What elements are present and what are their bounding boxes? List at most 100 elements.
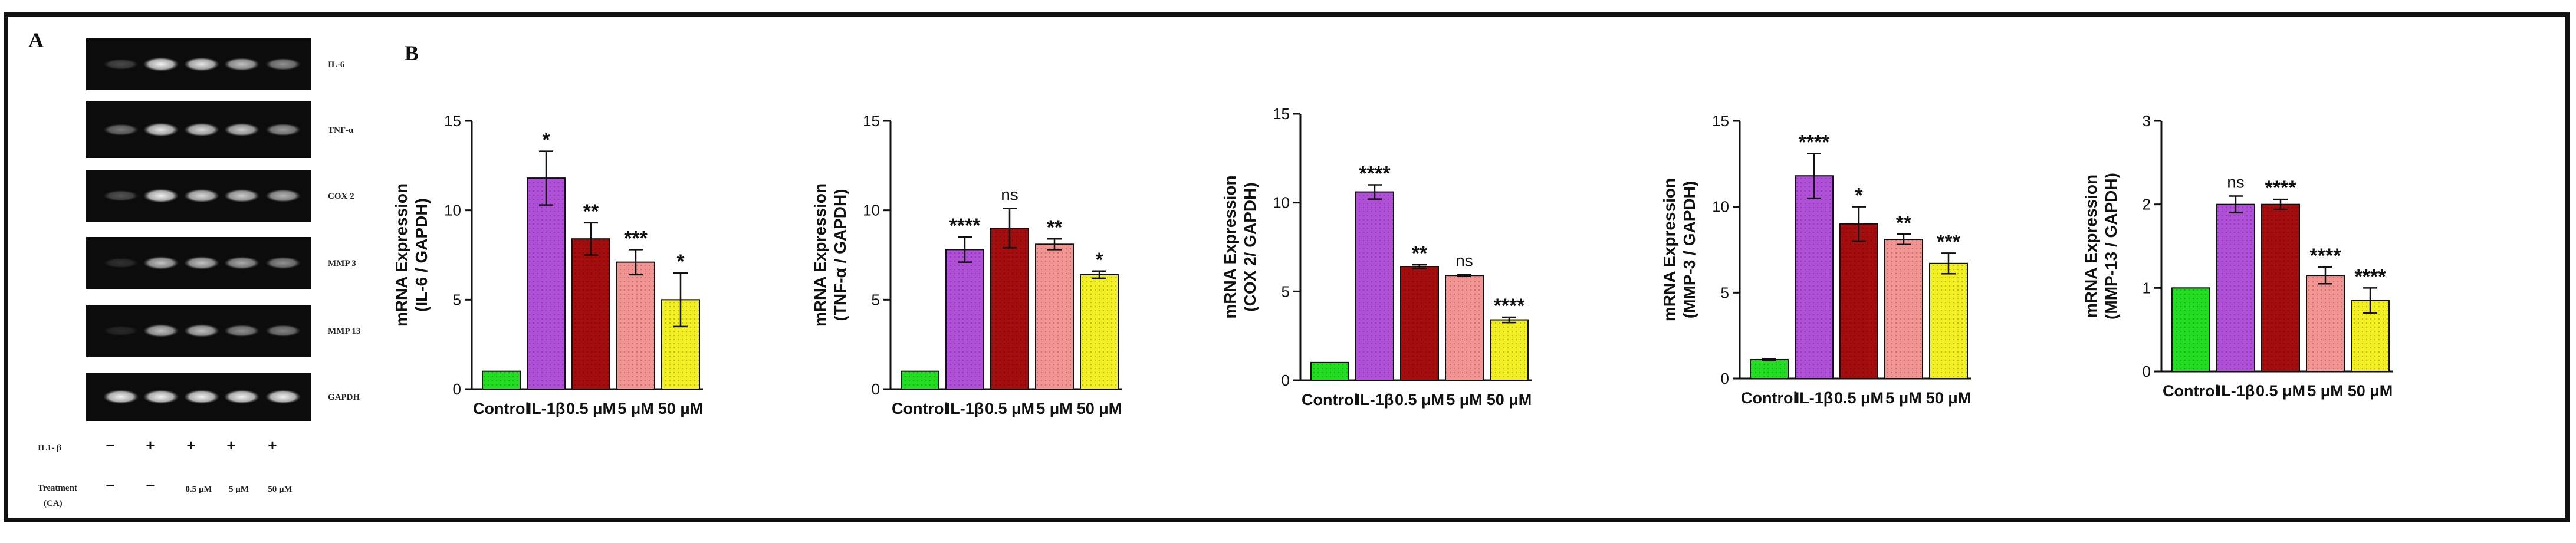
y-tick-label: 5 (872, 291, 880, 308)
category-label: Control (892, 400, 948, 417)
chart-2: 0 5 10 15 mRNA Expression (TNF-α / GAPDH) Cont… (811, 112, 1122, 417)
significance-label: ns (1455, 252, 1473, 270)
bar-texture (527, 178, 565, 389)
gel-band (143, 189, 179, 203)
chart-1: 0 5 10 15 mRNA Expression (IL-6 / GAPDH) Contr… (392, 112, 703, 417)
y-tick-label: 0 (1721, 370, 1729, 387)
bar-texture (572, 239, 610, 389)
gel-row-label: TNF-α (328, 126, 354, 135)
gel-band (143, 57, 179, 71)
y-tick-label: 0 (453, 380, 461, 398)
bar-texture (2217, 204, 2255, 371)
y-tick-label: 1 (2143, 279, 2151, 297)
bar-texture (1356, 192, 1394, 380)
y-axis-label: mRNA Expression (811, 183, 829, 327)
bar-texture (946, 249, 984, 389)
bar-texture (2306, 275, 2344, 371)
significance-label: * (542, 129, 550, 152)
treatment-cell: − (106, 436, 114, 454)
gel-band (143, 256, 179, 269)
category-label: IL-1β (527, 400, 565, 417)
significance-label: * (1095, 249, 1103, 271)
gel-row-label: IL-6 (328, 60, 345, 70)
significance-label: **** (2310, 245, 2342, 267)
y-tick-label: 10 (1712, 198, 1729, 216)
category-label: 0.5 μM (1395, 391, 1444, 409)
category-label: 0.5 μM (566, 400, 616, 417)
gel-band (224, 123, 259, 137)
category-label: 0.5 μM (985, 400, 1034, 417)
category-label: 50 μM (1077, 400, 1122, 417)
y-axis-label: mRNA Expression (1221, 175, 1239, 318)
gel-band (103, 190, 139, 202)
significance-label: ns (1001, 186, 1018, 204)
gel-row-label: GAPDH (328, 393, 360, 402)
significance-label: *** (624, 227, 648, 249)
bar-texture (1750, 359, 1788, 379)
gel-panel: IL-6 TNF-α COX 2 MMP 3 MMP 13 GAPDH (86, 38, 360, 421)
y-tick-label: 5 (1282, 282, 1290, 300)
gel-band (265, 189, 301, 202)
category-label: 5 μM (617, 400, 654, 417)
category-label: 50 μM (2348, 382, 2393, 400)
category-label: IL-1β (1356, 391, 1394, 409)
category-label: 50 μM (1487, 391, 1532, 409)
gel-band (224, 256, 259, 269)
y-tick-label: 10 (444, 202, 461, 219)
significance-label: ** (1412, 242, 1428, 265)
bar-texture (1311, 362, 1349, 380)
gel-band (143, 123, 179, 137)
significance-label: * (676, 251, 685, 273)
category-label: Control (1302, 391, 1358, 409)
significance-label: ** (1896, 212, 1912, 234)
significance-label: * (1855, 185, 1863, 207)
y-tick-label: 0 (872, 380, 880, 398)
gel-row-label: MMP 3 (328, 259, 356, 268)
gel-band (184, 189, 219, 203)
gel-band (184, 57, 219, 71)
y-axis-label-line2: (IL-6 / GAPDH) (412, 198, 431, 312)
treatment-cell: + (226, 436, 235, 454)
gel-band (265, 390, 301, 404)
y-tick-label: 15 (1712, 112, 1729, 130)
treatment-cell: 50 μM (268, 485, 292, 494)
treatment-cell: + (146, 436, 155, 454)
treatment-cell: 5 μM (229, 485, 249, 494)
category-label: Control (473, 400, 530, 417)
category-label: IL-1β (1795, 389, 1833, 407)
gel-band (143, 324, 179, 337)
category-label: 50 μM (658, 400, 704, 417)
y-tick-label: 0 (1282, 371, 1290, 389)
gel-band (224, 58, 259, 71)
significance-label: *** (1937, 231, 1960, 253)
y-axis-label-line2: (TNF-α / GAPDH) (831, 189, 849, 321)
gel-band (184, 123, 219, 137)
bar-texture (1445, 275, 1483, 380)
category-label: Control (1741, 389, 1798, 407)
gel-band (184, 324, 219, 337)
gel-band (265, 58, 301, 71)
treatment-cell: − (146, 476, 155, 494)
gel-row-label: COX 2 (328, 192, 354, 201)
category-label: 5 μM (1885, 389, 1922, 407)
panel-a-letter: A (28, 28, 44, 52)
treatment-row-label: IL1- β (38, 443, 61, 453)
category-label: 0.5 μM (1834, 389, 1884, 407)
y-tick-label: 15 (863, 112, 880, 130)
gel-band (224, 390, 259, 404)
y-axis-label: mRNA Expression (2082, 175, 2100, 318)
category-label: 5 μM (2307, 382, 2344, 400)
gel-band (265, 325, 301, 337)
gel-band (265, 123, 301, 136)
significance-label: **** (1494, 295, 1526, 317)
y-tick-label: 15 (1273, 105, 1290, 123)
bar-texture (482, 371, 520, 389)
treatment-cell: 0.5 μM (185, 485, 212, 494)
gel-row-label: MMP 13 (328, 327, 360, 336)
significance-label: ns (2227, 173, 2245, 192)
y-axis-label-line2: (MMP-13 / GAPDH) (2102, 173, 2120, 320)
significance-label: **** (2265, 177, 2297, 199)
bar-texture (1490, 320, 1528, 380)
